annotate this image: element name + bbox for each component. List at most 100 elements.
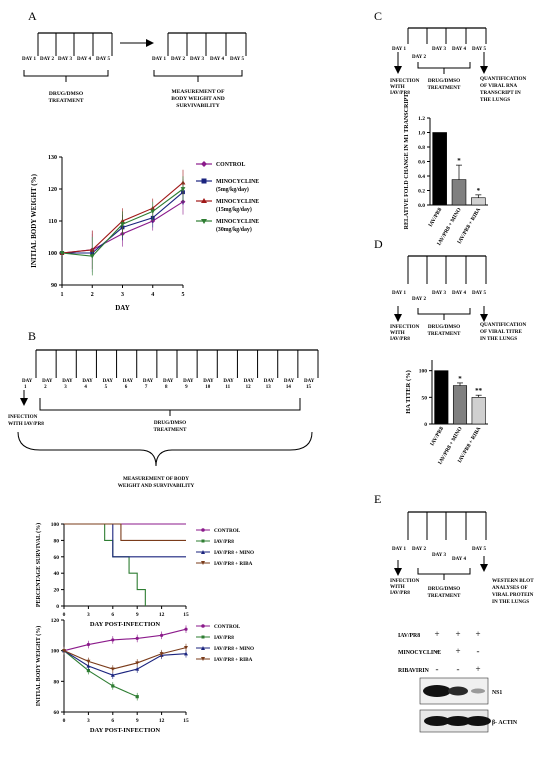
b2-series-line bbox=[63, 647, 187, 670]
b1-ytick-label: 40 bbox=[54, 571, 60, 577]
e-sign: + bbox=[475, 629, 480, 639]
e-sign: - bbox=[436, 646, 439, 656]
b2-xtick-label: 6 bbox=[111, 718, 114, 724]
a1-day-5: DAY 5 bbox=[96, 57, 110, 62]
d-infection-1: INFECTION bbox=[390, 324, 420, 330]
a2-label-2: BODY WEIGHT AND bbox=[171, 96, 224, 102]
c-quant-4: THE LUNGS bbox=[480, 97, 510, 103]
e-sign: - bbox=[477, 646, 480, 656]
c-sig: * bbox=[477, 187, 481, 195]
panel-c-timeline: DAY 1 DAY 2 DAY 3 DAY 4 DAY 5 INFECTION … bbox=[390, 27, 527, 103]
b-day-label: DAY bbox=[223, 379, 234, 384]
b2-ylabel: INITIAL BODY WEIGHT (%) bbox=[35, 626, 42, 706]
c-ytick-label: 1.0 bbox=[418, 131, 425, 137]
b-day-num: 1 bbox=[24, 385, 27, 390]
b-treatment-1: DRUG/DMSO bbox=[154, 420, 186, 426]
e-day-4: DAY 4 bbox=[452, 557, 466, 562]
b2-ytick-label: 100 bbox=[51, 649, 60, 655]
legend-b2-mino: IAV/PR8 + MINO bbox=[214, 646, 254, 652]
panel-e-timeline: DAY 1 DAY 2 DAY 3 DAY 4 DAY 5 INFECTION … bbox=[390, 511, 534, 605]
b2-ytick-label: 60 bbox=[54, 710, 60, 716]
d-day-3: DAY 3 bbox=[432, 291, 446, 296]
b-day-label: DAY bbox=[82, 379, 93, 384]
d-sig: ** bbox=[475, 387, 483, 395]
a-data-point bbox=[180, 187, 186, 192]
b2-data-point bbox=[62, 649, 66, 653]
e-quant-4: IN THE LUNGS bbox=[492, 599, 529, 605]
panel-b-legend-survival: CONTROL IAV/PR8 IAV/PR8 + MINO IAV/PR8 +… bbox=[196, 528, 254, 567]
b2-data-point bbox=[86, 669, 90, 673]
chart-b-bodyweight: 60 80 100 120 0 3 6 9 12 15 DAY POST-INFECTION INIT… bbox=[35, 618, 189, 734]
b1-xtick-label: 15 bbox=[183, 612, 189, 618]
b-day-num: 4 bbox=[84, 385, 87, 390]
e-sign: - bbox=[436, 664, 439, 674]
legend-a-label-mino15-b: (15mg/kg/day) bbox=[216, 206, 252, 213]
c-xtick-label: IAV/PR8 bbox=[428, 207, 444, 228]
b1-ytick-label: 100 bbox=[51, 522, 60, 528]
panel-b-legend-weight: CONTROL IAV/PR8 IAV/PR8 + MINO IAV/PR8 +… bbox=[196, 624, 254, 663]
a-data-point bbox=[150, 209, 156, 214]
c-day-4: DAY 4 bbox=[452, 47, 466, 52]
b-day-label: DAY bbox=[22, 379, 33, 384]
b1-series-line bbox=[64, 523, 146, 606]
b2-data-point bbox=[135, 667, 140, 671]
a2-label-3: SURVIVABILITY bbox=[176, 103, 219, 109]
legend-b1-mino: IAV/PR8 + MINO bbox=[214, 550, 254, 556]
e-band-ns1: NS1 bbox=[492, 690, 502, 696]
legend-a-label-mino5-b: (5mg/kg/day) bbox=[216, 186, 249, 193]
a-ytick-label: 130 bbox=[48, 155, 57, 161]
e-infection-3: IAV/PR8 bbox=[390, 590, 410, 596]
c-infection-1: INFECTION bbox=[390, 78, 420, 84]
b1-xlabel: DAY POST-INFECTION bbox=[90, 621, 161, 628]
a2-day-5: DAY 5 bbox=[230, 57, 244, 62]
b1-ytick-label: 20 bbox=[54, 588, 60, 594]
panel-a-letter: A bbox=[28, 9, 37, 23]
b2-data-point bbox=[110, 667, 115, 672]
d-treatment-1: DRUG/DMSO bbox=[428, 324, 460, 330]
b1-ytick-label: 80 bbox=[54, 538, 60, 544]
e-infection-2: WITH bbox=[390, 584, 405, 590]
d-infection-3: IAV/PR8 bbox=[390, 336, 410, 342]
a-xlabel: DAY bbox=[115, 304, 130, 312]
e-row-mino: MINOCYCLINE bbox=[398, 650, 441, 656]
b1-ytick-label: 60 bbox=[54, 555, 60, 561]
c-bar bbox=[451, 179, 467, 206]
legend-a-label-control: CONTROL bbox=[216, 162, 245, 168]
d-ytick-label: 100 bbox=[419, 369, 428, 375]
b-day-label: DAY bbox=[163, 379, 174, 384]
panel-a-timeline-measure: DAY 1 DAY 2 DAY 3 DAY 4 DAY 5 MEASUREMEN… bbox=[152, 32, 247, 109]
a1-day-1: DAY 1 bbox=[22, 57, 36, 62]
c-day-3: DAY 3 bbox=[432, 47, 446, 52]
panel-e-letter: E bbox=[374, 492, 381, 506]
d-ytick-label: 0 bbox=[424, 422, 427, 428]
e-day-2: DAY 2 bbox=[412, 547, 426, 552]
b2-data-point bbox=[184, 651, 188, 656]
panel-b-letter: B bbox=[28, 329, 36, 343]
e-treatment-2: TREATMENT bbox=[427, 593, 461, 599]
d-quant-2: OF VIRAL TITRE bbox=[480, 329, 523, 335]
legend-b2-riba: IAV/PR8 + RIBA bbox=[214, 657, 253, 663]
b-day-label: DAY bbox=[244, 379, 255, 384]
d-quant-3: IN THE LUNGS bbox=[480, 336, 517, 342]
legend-a-label-mino30-a: MINOCYCLINE bbox=[216, 219, 259, 225]
d-infection-2: WITH bbox=[390, 330, 405, 336]
a-ytick-label: 90 bbox=[51, 283, 57, 289]
d-sig: * bbox=[458, 375, 462, 383]
b-measure-1: MEASUREMENT OF BODY bbox=[123, 476, 189, 482]
a2-label-1: MEASUREMENT OF bbox=[172, 89, 226, 95]
c-ytick-label: 0.8 bbox=[418, 145, 425, 151]
b2-series-line bbox=[63, 650, 187, 676]
b-day-num: 15 bbox=[306, 385, 312, 390]
c-ytick-label: 0.6 bbox=[418, 160, 425, 166]
b-measure-2: WEIGHT AND SURVIVABILITY bbox=[118, 483, 195, 489]
b1-series-line bbox=[64, 523, 186, 541]
a2-day-3: DAY 3 bbox=[190, 57, 204, 62]
e-quant-3: VIRAL PROTEIN bbox=[492, 592, 534, 598]
e-quant-2: ANALYSES OF bbox=[492, 585, 528, 591]
actin-band-3 bbox=[465, 716, 491, 726]
legend-b2-control: CONTROL bbox=[214, 624, 241, 630]
ns1-band-riba bbox=[471, 688, 485, 694]
panel-a-timeline-treatment: DAY 1 DAY 2 DAY 3 DAY 4 DAY 5 DRUG/DMSO … bbox=[22, 32, 113, 104]
